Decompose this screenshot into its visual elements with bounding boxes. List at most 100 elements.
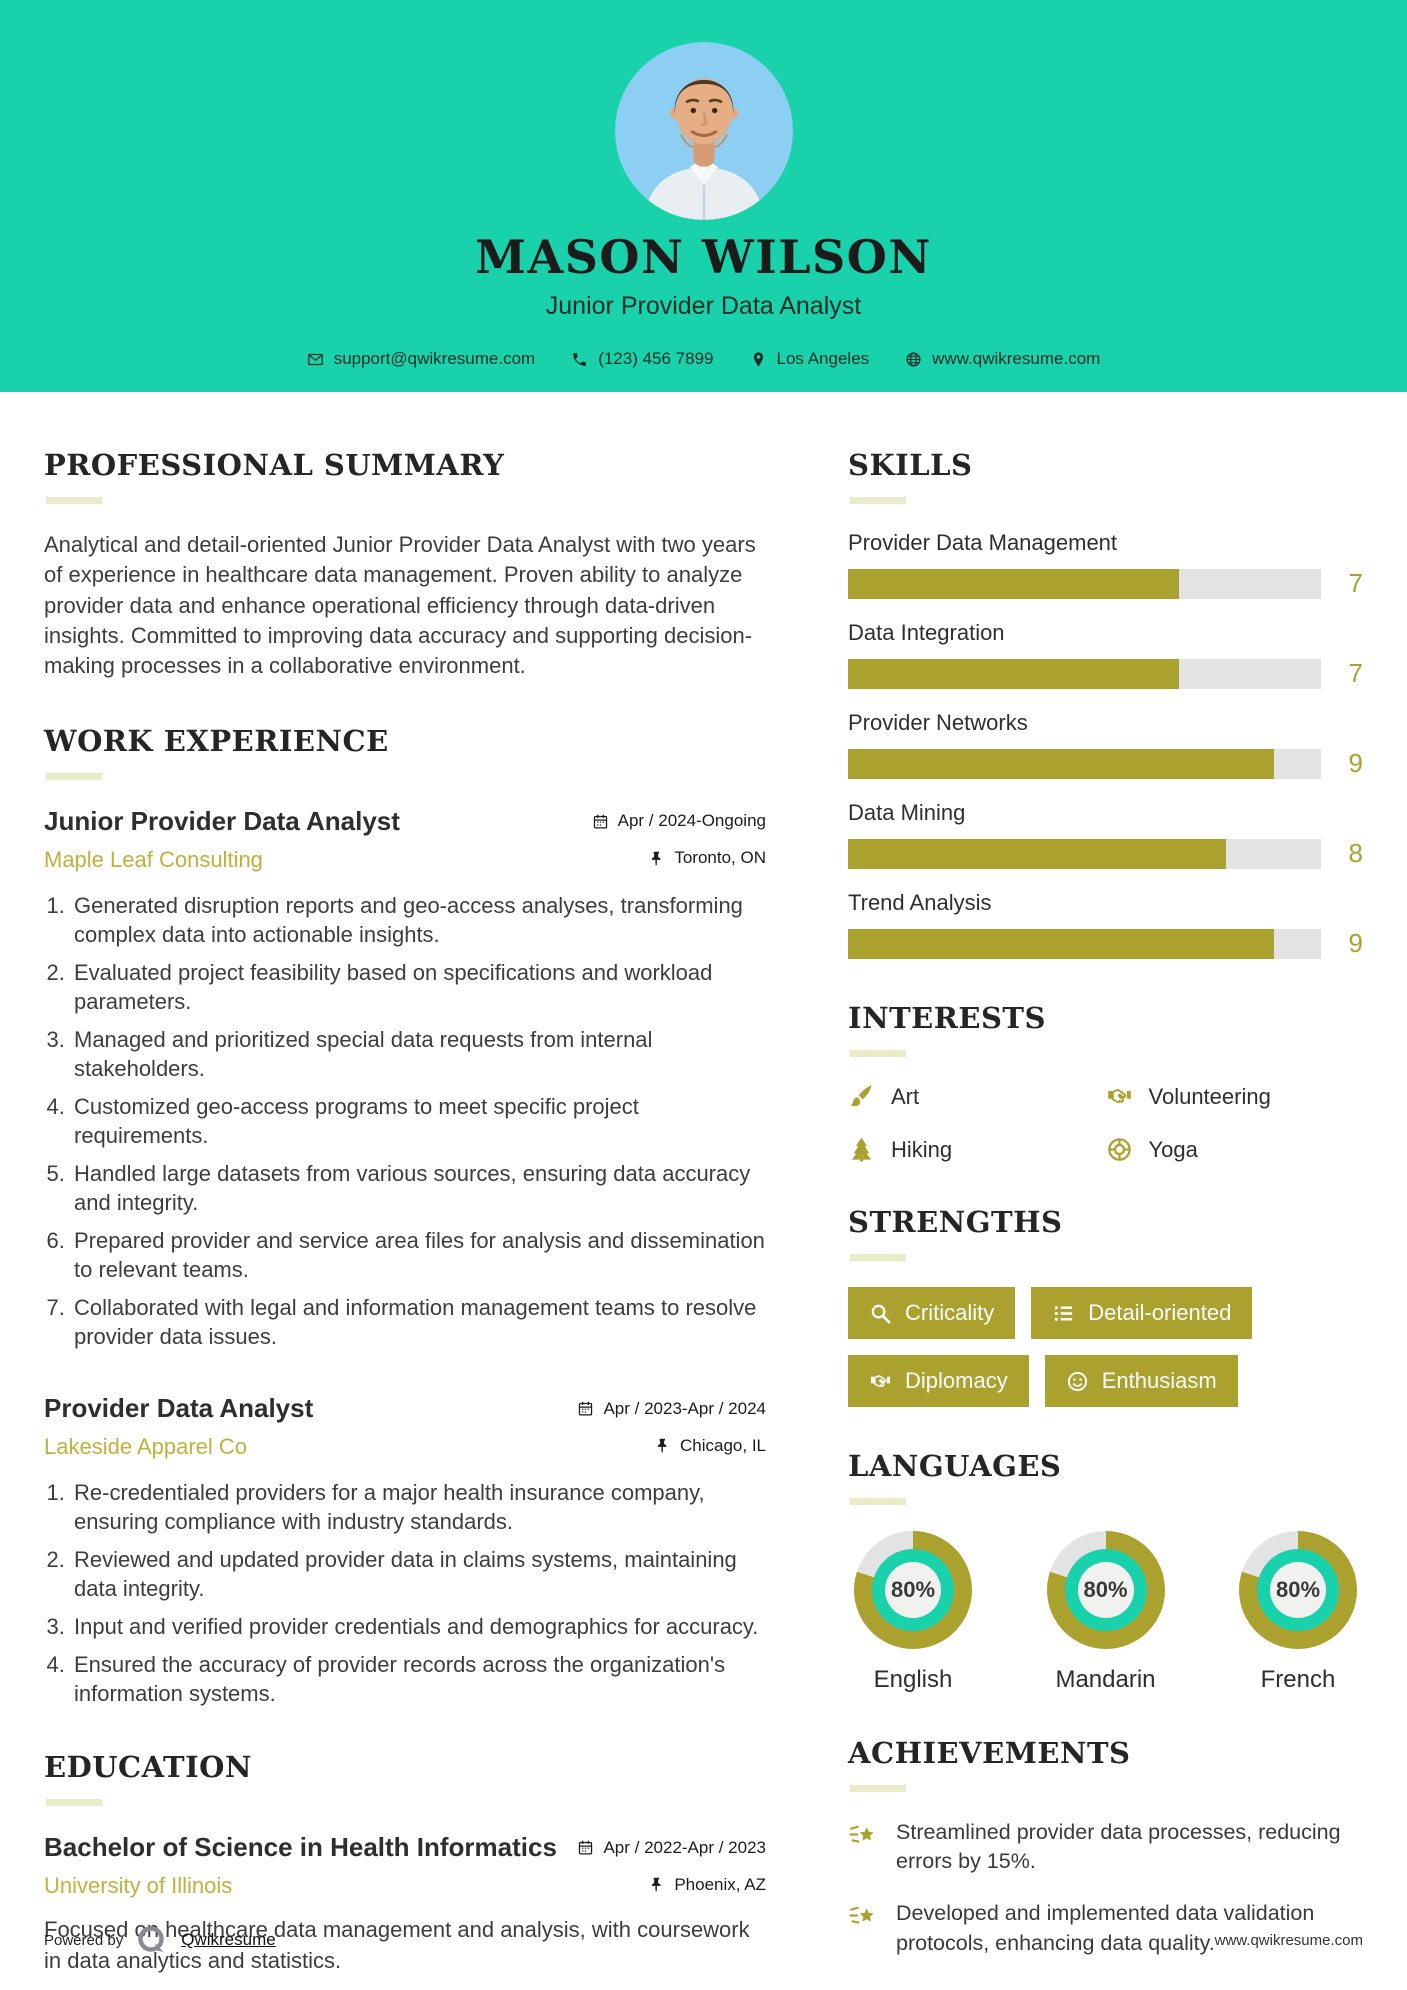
language-percent: 80% xyxy=(1275,1577,1321,1602)
profile-photo xyxy=(614,42,793,220)
strength-chip: Detail-oriented xyxy=(1031,1287,1253,1339)
calendar-icon xyxy=(592,813,609,830)
job-company: Maple Leaf Consulting xyxy=(44,846,263,872)
job-bullet: Input and verified provider credentials … xyxy=(71,1612,766,1641)
summary-heading: PROFESSIONAL SUMMARY xyxy=(44,448,505,482)
heading-rule xyxy=(46,1799,102,1807)
powered-by: Powered by Qwikresume xyxy=(44,1922,276,1958)
contact-phone[interactable]: (123) 456 7899 xyxy=(571,349,714,369)
interest-item: Art xyxy=(848,1083,1106,1110)
skill-bar-track xyxy=(848,928,1321,959)
job-bullet: Handled large datasets from various sour… xyxy=(71,1159,766,1217)
strength-chip: Enthusiasm xyxy=(1044,1355,1238,1407)
pushpin-icon xyxy=(648,850,665,867)
language-donut: 80% xyxy=(854,1531,972,1649)
qwikresume-link[interactable]: Qwikresume xyxy=(181,1930,276,1949)
contact-location: Los Angeles xyxy=(750,349,869,369)
skill-name: Data Integration xyxy=(848,620,1005,645)
skill-name: Data Mining xyxy=(848,800,966,825)
heading-rule xyxy=(46,497,102,504)
job-company: Lakeside Apparel Co xyxy=(44,1434,248,1460)
shooting-star-icon xyxy=(848,1819,879,1850)
skill-level: 9 xyxy=(1348,928,1363,958)
summary-text: Analytical and detail-oriented Junior Pr… xyxy=(44,532,756,679)
skill-level: 8 xyxy=(1348,838,1363,868)
strength-chip: Criticality xyxy=(848,1287,1016,1339)
education-entry: Bachelor of Science in Health Informatic… xyxy=(44,1832,766,1976)
skill-bar-fill xyxy=(848,748,1274,779)
skill-name: Trend Analysis xyxy=(848,890,992,915)
job-bullet: Collaborated with legal and information … xyxy=(71,1293,766,1351)
job-dates: Apr / 2023-Apr / 2024 xyxy=(577,1399,766,1419)
heading-rule xyxy=(46,772,102,780)
achievement-text: Streamlined provider data processes, red… xyxy=(896,1820,1341,1874)
candidate-title: Junior Provider Data Analyst xyxy=(545,292,862,320)
heading-rule xyxy=(850,1254,906,1261)
skill-item: Data Mining 8 xyxy=(848,800,1363,869)
pushpin-icon xyxy=(654,1437,671,1454)
job-bullet: Managed and prioritized special data req… xyxy=(71,1025,766,1083)
job-bullet: Evaluated project feasibility based on s… xyxy=(71,958,766,1016)
footer-website[interactable]: www.qwikresume.com xyxy=(1214,1931,1363,1949)
strength-label: Diplomacy xyxy=(905,1368,1008,1393)
skill-bar-track xyxy=(848,748,1321,779)
job-title: Junior Provider Data Analyst xyxy=(44,805,400,836)
job-bullet: Reviewed and updated provider data in cl… xyxy=(71,1545,766,1603)
contact-website[interactable]: www.qwikresume.com xyxy=(905,349,1100,369)
map-pin-icon xyxy=(750,351,767,368)
language-label: Mandarin xyxy=(1055,1666,1156,1693)
job-title: Provider Data Analyst xyxy=(44,1393,314,1424)
language-percent: 80% xyxy=(1083,1577,1128,1602)
education-description: Focused on healthcare data management an… xyxy=(44,1917,750,1973)
skill-item: Trend Analysis 9 xyxy=(848,890,1363,959)
job-bullet-list: Re-credentialed providers for a major he… xyxy=(44,1478,766,1708)
skill-item: Provider Networks 9 xyxy=(848,710,1363,779)
contact-email[interactable]: support@qwikresume.com xyxy=(307,349,535,369)
tree-icon xyxy=(848,1136,875,1163)
skills-list: Provider Data Management 7 Data Integrat… xyxy=(848,530,1363,959)
skill-item: Data Integration 7 xyxy=(848,620,1363,689)
job-entry: Provider Data Analyst Apr / 2023-Apr / 2… xyxy=(44,1393,766,1708)
languages-list: 80% English 80% xyxy=(848,1531,1363,1694)
heading-rule xyxy=(850,1785,906,1792)
skills-heading: SKILLS xyxy=(848,448,973,482)
lifebuoy-icon xyxy=(1106,1136,1133,1163)
header: MASON WILSON Junior Provider Data Analys… xyxy=(0,0,1407,392)
footer: Powered by Qwikresume www.qwikresume.com xyxy=(44,1922,1363,1958)
calendar-icon xyxy=(577,1400,594,1417)
language-item: 80% Mandarin xyxy=(1046,1531,1165,1694)
skill-bar-fill xyxy=(848,658,1180,689)
job-bullet: Generated disruption reports and geo-acc… xyxy=(71,891,766,949)
job-dates: Apr / 2024-Ongoing xyxy=(592,811,766,831)
language-percent: 80% xyxy=(890,1577,936,1602)
skill-bar-track xyxy=(848,568,1321,599)
degree-title: Bachelor of Science in Health Informatic… xyxy=(44,1832,557,1863)
interest-label: Art xyxy=(891,1083,920,1109)
strength-label: Enthusiasm xyxy=(1101,1368,1217,1393)
list-icon xyxy=(1052,1302,1075,1325)
contact-bar: support@qwikresume.com (123) 456 7899 Lo… xyxy=(0,349,1407,369)
education-dates: Apr / 2022-Apr / 2023 xyxy=(577,1838,766,1858)
heading-rule xyxy=(850,1498,906,1505)
language-donut: 80% xyxy=(1239,1531,1357,1649)
job-bullet-list: Generated disruption reports and geo-acc… xyxy=(44,891,766,1351)
work-heading: WORK EXPERIENCE xyxy=(44,723,389,758)
handshake-icon xyxy=(869,1370,892,1393)
strength-label: Detail-oriented xyxy=(1088,1300,1232,1325)
language-label: French xyxy=(1260,1666,1336,1693)
pushpin-icon xyxy=(648,1876,665,1893)
left-column: PROFESSIONAL SUMMARY Analytical and deta… xyxy=(44,448,766,1990)
envelope-icon xyxy=(307,351,324,368)
heading-rule xyxy=(850,1050,906,1057)
interest-label: Volunteering xyxy=(1148,1083,1271,1109)
interest-item: Hiking xyxy=(848,1136,1106,1163)
strengths-heading: STRENGTHS xyxy=(848,1205,1063,1239)
candidate-name: MASON WILSON xyxy=(475,230,932,284)
handshake-icon xyxy=(1106,1083,1133,1110)
achievement-item: Developed and implemented data validatio… xyxy=(848,1899,1363,1957)
skill-bar-fill xyxy=(848,928,1274,959)
interests-list: Art Volunteering Hiking Yoga xyxy=(848,1083,1363,1163)
education-heading: EDUCATION xyxy=(44,1750,252,1785)
heading-rule xyxy=(850,497,906,504)
skill-bar-track xyxy=(848,658,1321,689)
